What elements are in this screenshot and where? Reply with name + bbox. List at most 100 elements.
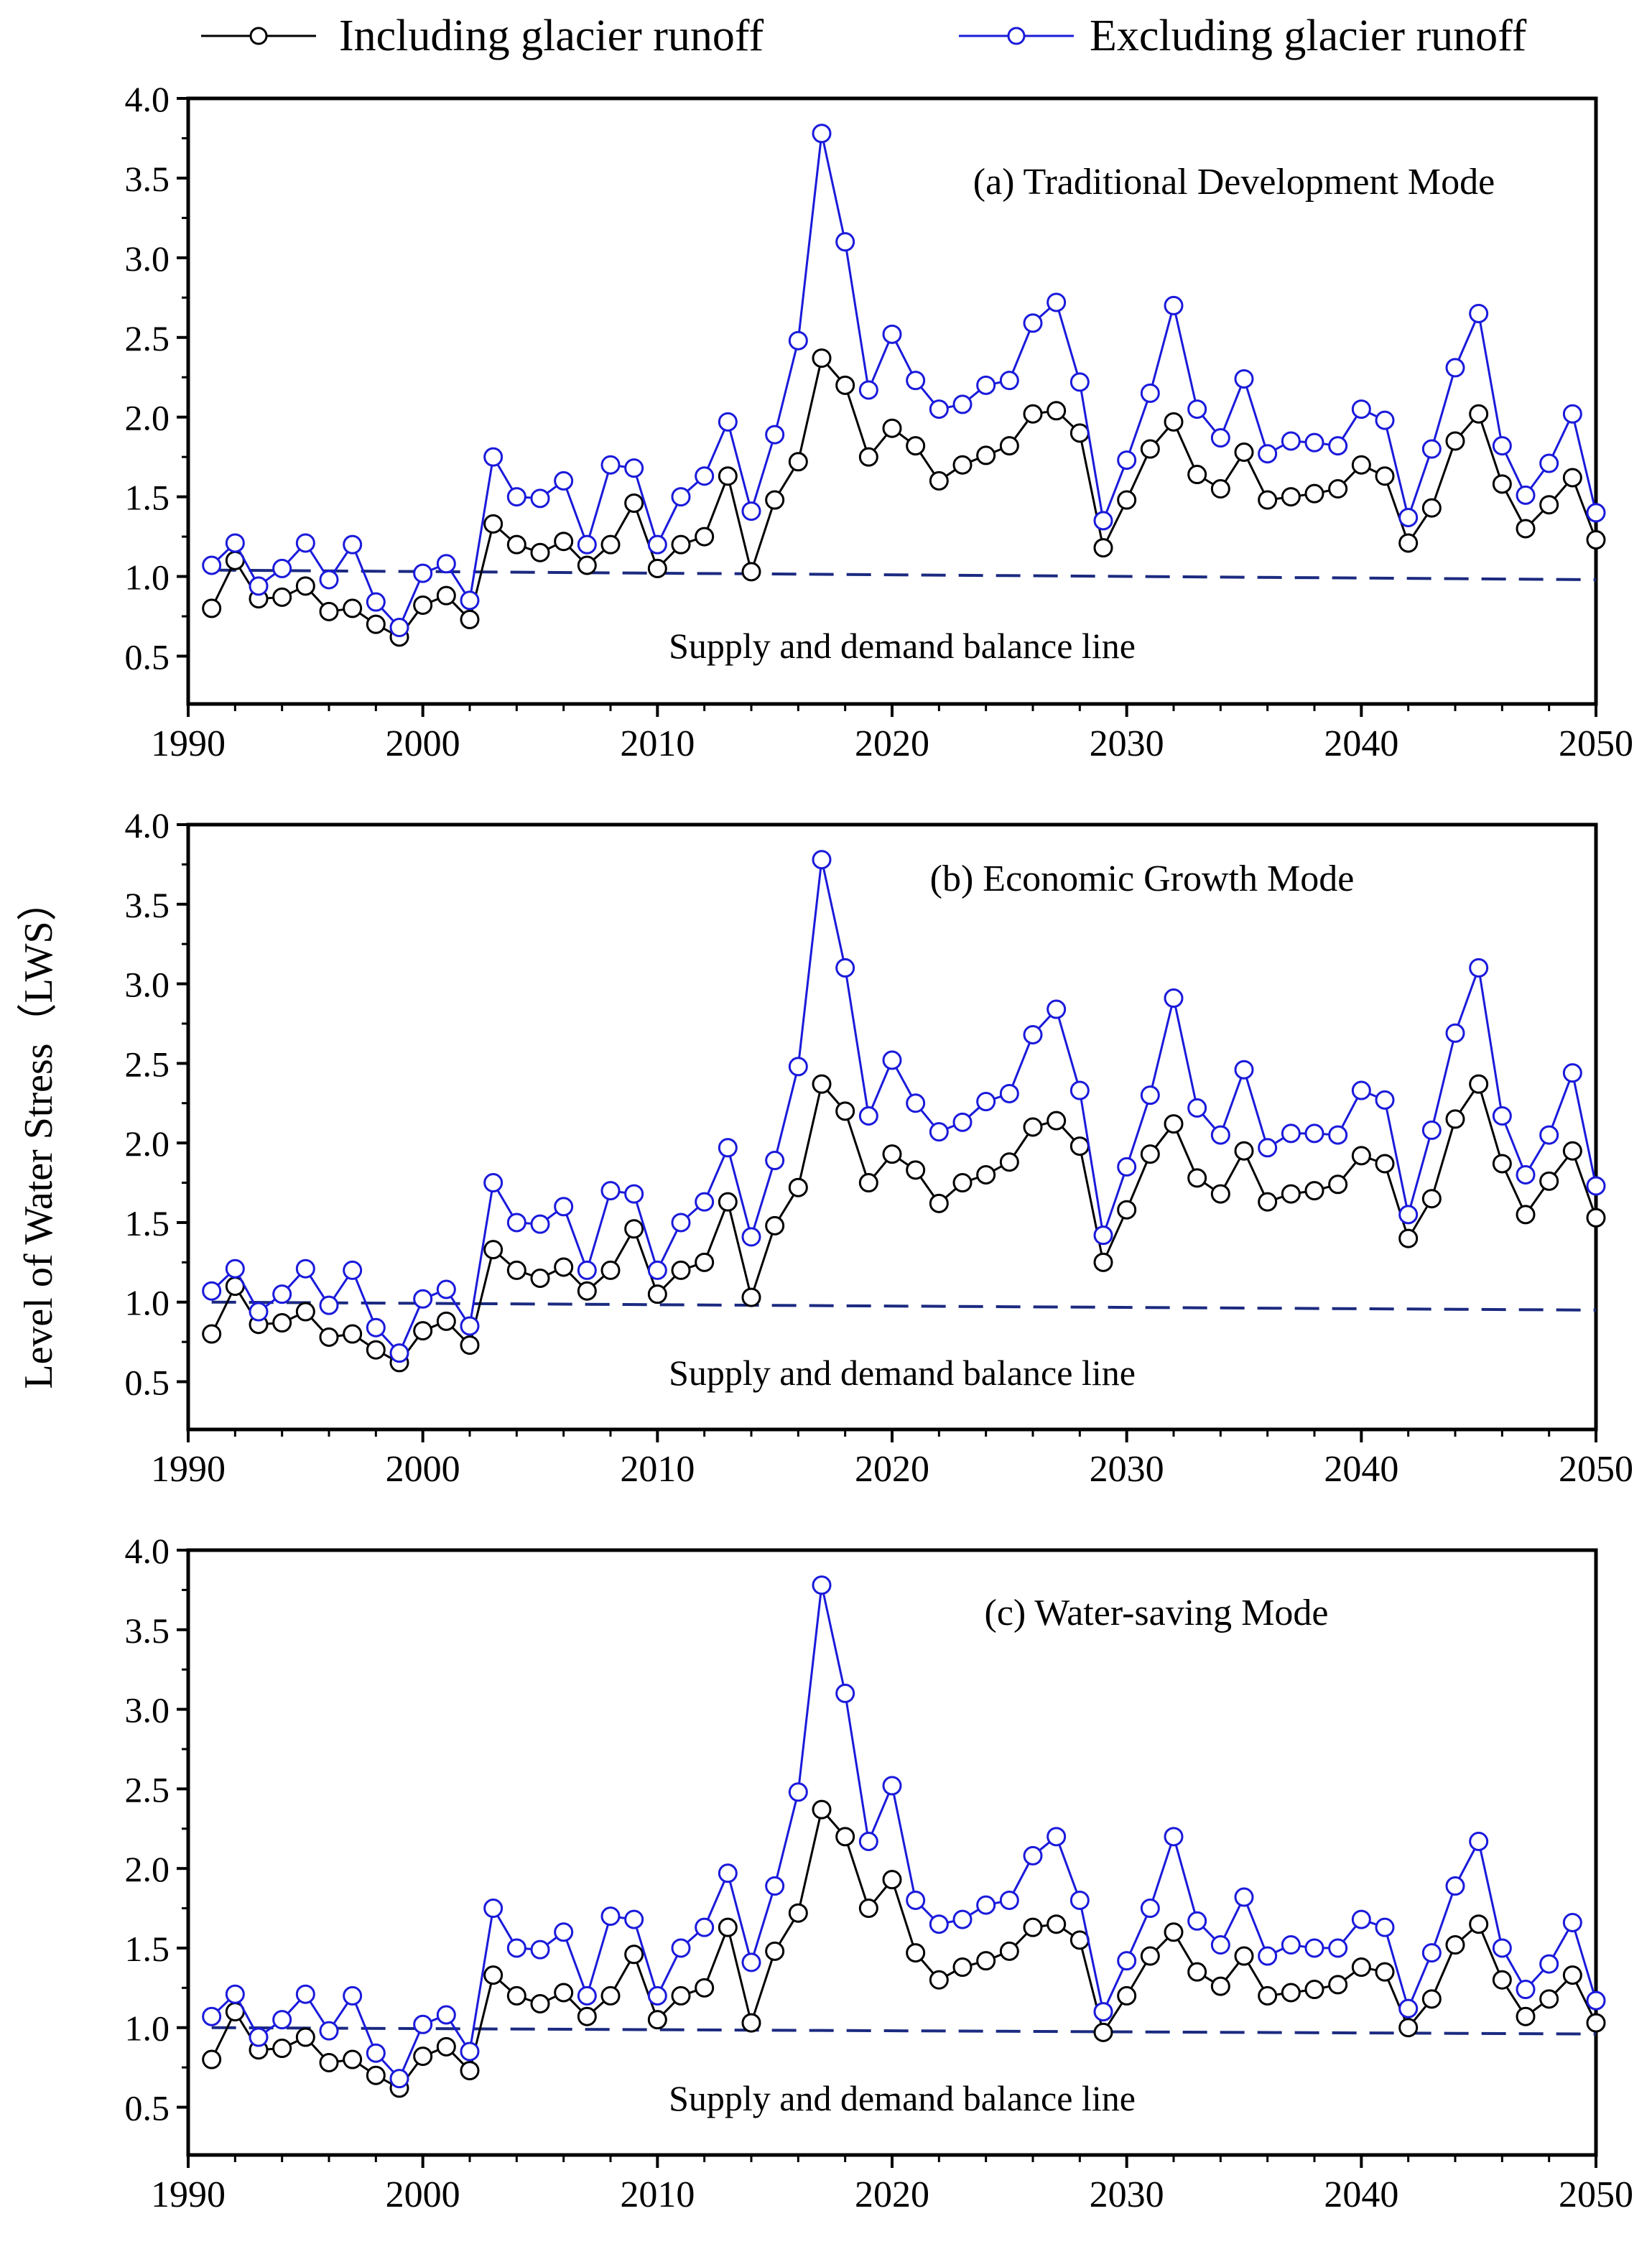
point-including-c [765,1941,785,1961]
point-including-b [1187,1168,1207,1188]
point-excluding-b [624,1184,644,1204]
point-excluding-a [999,371,1019,391]
legend-marker-excluding [1007,27,1026,45]
point-including-b [1304,1181,1324,1201]
point-including-c [1492,1970,1512,1990]
point-including-a [1421,498,1442,518]
point-excluding-c [1023,1845,1043,1865]
y-tick-label-c: 0.5 [125,2088,170,2128]
point-including-b [1210,1184,1230,1204]
point-excluding-c [389,2069,409,2089]
point-including-b [1516,1205,1536,1225]
point-excluding-b [343,1260,363,1280]
point-including-c [530,1994,550,2013]
point-excluding-a [1562,404,1582,424]
point-including-c [624,1945,644,1965]
point-excluding-a [413,563,433,583]
point-excluding-a [1445,358,1465,378]
point-including-a [1328,479,1348,499]
point-including-c [436,2036,456,2057]
point-excluding-b [1539,1125,1559,1145]
point-including-a [1281,487,1301,507]
point-excluding-c [366,2043,386,2063]
point-including-c [1047,1914,1067,1934]
point-excluding-b [718,1138,738,1158]
point-including-c [1140,1946,1160,1966]
point-excluding-c [202,2006,222,2026]
point-excluding-a [249,576,269,596]
point-including-a [1492,474,1512,494]
x-tick-label-a: 2020 [855,723,929,764]
point-excluding-c [1445,1876,1465,1896]
point-excluding-a [600,455,621,475]
point-including-a [1445,431,1465,451]
point-including-c [1328,1975,1348,1995]
point-including-b [1023,1117,1043,1137]
point-excluding-c [976,1895,996,1915]
point-including-b [554,1257,574,1277]
point-excluding-c [225,1984,245,2004]
y-tick-label-b: 3.0 [125,965,170,1005]
x-tick-label-a: 2000 [386,723,460,764]
point-including-b [1562,1141,1582,1161]
point-including-b [366,1340,386,1360]
point-excluding-c [1586,1990,1606,2011]
point-excluding-b [695,1192,715,1212]
x-tick-label-a: 2010 [620,723,695,764]
point-excluding-a [1164,295,1184,315]
point-excluding-b [483,1173,504,1193]
point-including-c [1539,1989,1559,2009]
point-including-c [1351,1957,1371,1978]
point-excluding-c [460,2041,480,2062]
point-including-a [272,587,292,607]
point-excluding-a [1492,436,1512,456]
x-tick-label-b: 1990 [151,1449,226,1490]
point-excluding-b [530,1214,550,1234]
point-excluding-a [929,399,949,420]
point-excluding-b [976,1092,996,1112]
point-excluding-a [858,380,878,400]
point-including-c [1210,1976,1230,1996]
point-excluding-a [788,330,808,351]
point-excluding-b [741,1227,761,1247]
point-excluding-a [295,533,315,553]
y-tick-label-a: 4.0 [125,79,170,119]
point-excluding-a [1469,303,1489,323]
point-excluding-c [1398,1998,1419,2018]
point-excluding-c [483,1899,504,1919]
point-excluding-a [906,371,926,391]
point-excluding-c [1492,1938,1512,1958]
point-including-c [929,1970,949,1990]
point-excluding-b [647,1260,667,1280]
point-excluding-c [624,1909,644,1929]
x-tick-label-c: 2000 [386,2174,460,2215]
point-excluding-c [436,2005,456,2025]
series-excluding-c [202,1575,1606,2089]
x-tick-label-a: 2050 [1559,723,1633,764]
point-including-a [554,532,574,552]
point-including-c [1398,2018,1419,2038]
point-excluding-b [1445,1023,1465,1043]
point-including-a [647,558,667,578]
point-excluding-c [1117,1951,1137,1971]
point-including-c [788,1903,808,1923]
point-including-a [1234,442,1254,462]
y-tick-label-b: 4.0 [125,805,170,845]
point-excluding-c [1234,1887,1254,1907]
point-including-b [741,1287,761,1307]
point-including-a [671,534,691,555]
point-excluding-b [1234,1060,1254,1080]
point-excluding-a [1187,399,1207,420]
point-excluding-b [765,1151,785,1171]
x-ticks-a: 1990 2000 2010 2020 2030 2040 2050 [151,704,1633,764]
point-excluding-c [812,1575,832,1595]
y-tick-label-a: 1.0 [125,557,170,598]
point-including-b [343,1324,363,1344]
point-including-a [858,447,878,467]
point-including-c [1445,1935,1465,1955]
point-excluding-a [1093,511,1113,531]
x-tick-label-b: 2050 [1559,1449,1633,1490]
point-including-c [600,1985,621,2006]
point-excluding-b [882,1050,902,1070]
point-excluding-c [530,1939,550,1960]
